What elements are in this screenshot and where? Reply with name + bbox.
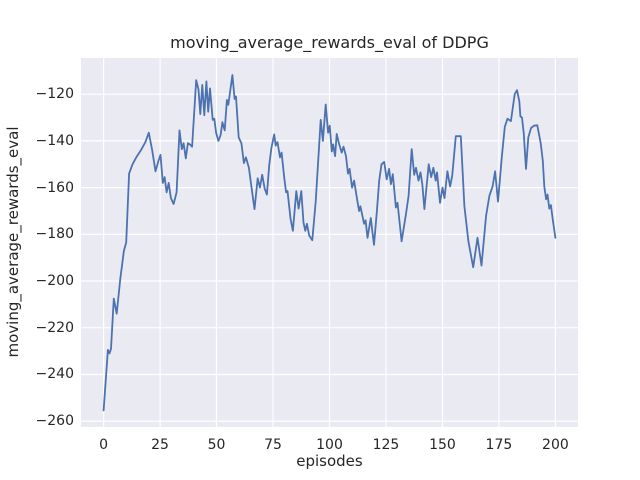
y-tick-label: −240 bbox=[35, 366, 74, 383]
plot-area bbox=[81, 58, 578, 427]
y-tick-label: −200 bbox=[35, 273, 74, 290]
x-tick-label: 175 bbox=[485, 437, 513, 453]
reward-line bbox=[102, 74, 557, 412]
y-tick-label: −140 bbox=[35, 132, 74, 149]
y-tick-label: −180 bbox=[35, 226, 74, 243]
x-tick-label: 125 bbox=[372, 437, 400, 453]
x-tick-label: 200 bbox=[542, 437, 569, 453]
line-chart bbox=[81, 58, 578, 427]
x-tick-label: 50 bbox=[207, 437, 226, 453]
x-tick-label: 25 bbox=[151, 437, 169, 453]
x-tick-label: 150 bbox=[429, 437, 456, 453]
x-tick-label: 100 bbox=[316, 437, 343, 453]
y-tick-label: −260 bbox=[35, 413, 74, 430]
y-tick-label: −160 bbox=[35, 179, 74, 196]
y-tick-label: −220 bbox=[35, 319, 74, 336]
x-tick-label: 75 bbox=[264, 437, 282, 453]
x-tick-label: 0 bbox=[99, 437, 109, 453]
y-axis-label: moving_average_rewards_eval bbox=[4, 126, 22, 358]
x-axis-label: episodes bbox=[296, 452, 363, 470]
chart-title: moving_average_rewards_eval of DDPG bbox=[170, 33, 489, 52]
y-tick-label: −120 bbox=[35, 86, 74, 103]
